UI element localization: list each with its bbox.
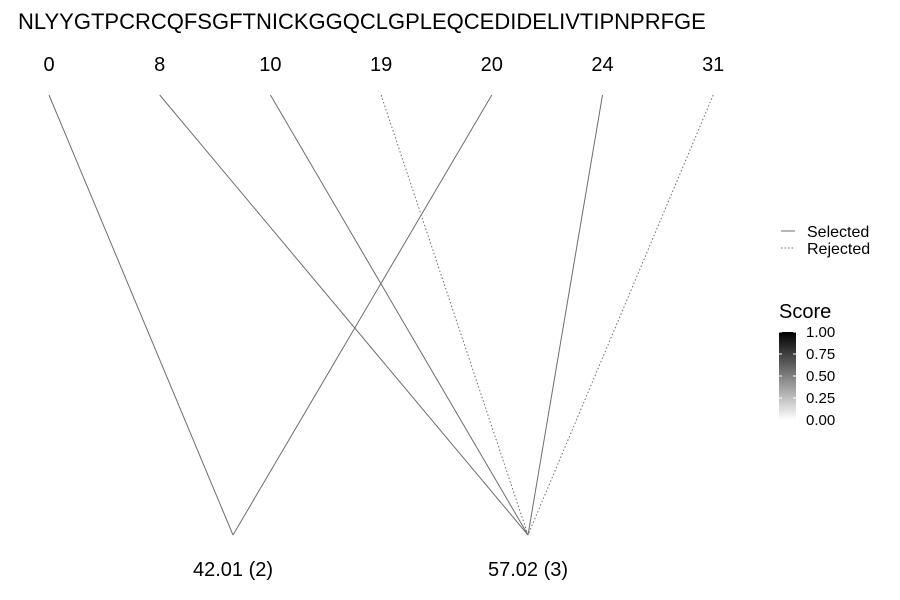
edge-0-n1-selected xyxy=(48,94,234,536)
score-tick-label-2: 0.50 xyxy=(806,368,835,385)
score-tick-label-4: 0.00 xyxy=(806,412,835,429)
position-label-31: 31 xyxy=(702,54,724,76)
edge-31-n2-rejected xyxy=(527,94,714,536)
selected-legend-label: Selected xyxy=(807,224,869,241)
edge-24-n2-selected xyxy=(527,94,603,536)
score-legend-title: Score xyxy=(779,301,831,323)
score-tick-label-3: 0.25 xyxy=(806,390,835,407)
position-label-24: 24 xyxy=(591,54,613,76)
position-label-19: 19 xyxy=(370,54,392,76)
score-ticks: 1.00 0.75 0.50 0.25 0.00 xyxy=(779,324,835,429)
node-label-n1: 42.01 (2) xyxy=(193,559,273,581)
edge-19-n2-rejected xyxy=(380,94,529,536)
position-label-0: 0 xyxy=(43,54,54,76)
score-tick-label-1: 0.75 xyxy=(806,346,835,363)
rejected-legend-label: Rejected xyxy=(807,241,870,258)
edges-group xyxy=(48,94,714,536)
line-type-legend: Selected Rejected xyxy=(781,224,870,258)
position-label-8: 8 xyxy=(154,54,165,76)
edge-20-n1-selected xyxy=(232,94,493,536)
node-labels: 42.01 (2) 57.02 (3) xyxy=(193,559,568,581)
score-tick-label-0: 1.00 xyxy=(806,324,835,341)
position-label-10: 10 xyxy=(259,54,281,76)
score-colorbar xyxy=(779,332,796,420)
node-label-n2: 57.02 (3) xyxy=(488,559,568,581)
edge-8-n2-selected xyxy=(159,94,529,536)
sequence-title: NLYYGTPCRCQFSGFTNICKGGQCLGPLEQCEDIDELIVT… xyxy=(18,9,706,34)
position-label-20: 20 xyxy=(481,54,503,76)
score-legend: Score 1.00 0.75 0.50 0.25 0.00 xyxy=(779,301,835,429)
edge-10-n2-selected xyxy=(269,94,529,536)
position-labels: 0 8 10 19 20 24 31 xyxy=(43,54,724,76)
